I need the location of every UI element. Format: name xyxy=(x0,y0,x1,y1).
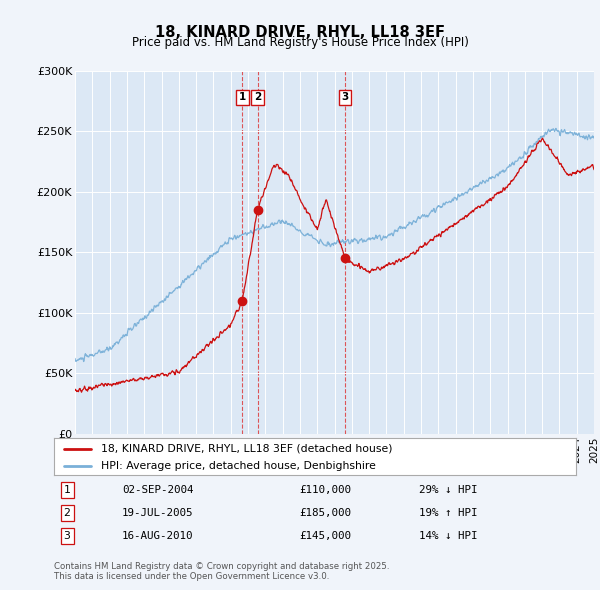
Text: 3: 3 xyxy=(341,93,349,103)
Text: 14% ↓ HPI: 14% ↓ HPI xyxy=(419,531,478,541)
Text: 19% ↑ HPI: 19% ↑ HPI xyxy=(419,508,478,518)
Text: 2: 2 xyxy=(64,508,70,518)
Text: HPI: Average price, detached house, Denbighshire: HPI: Average price, detached house, Denb… xyxy=(101,461,376,471)
Text: 02-SEP-2004: 02-SEP-2004 xyxy=(122,485,193,495)
Text: £145,000: £145,000 xyxy=(299,531,352,541)
Text: 29% ↓ HPI: 29% ↓ HPI xyxy=(419,485,478,495)
Text: 1: 1 xyxy=(64,485,70,495)
Text: £110,000: £110,000 xyxy=(299,485,352,495)
Text: 19-JUL-2005: 19-JUL-2005 xyxy=(122,508,193,518)
Text: 3: 3 xyxy=(64,531,70,541)
Text: 2: 2 xyxy=(254,93,261,103)
Text: 16-AUG-2010: 16-AUG-2010 xyxy=(122,531,193,541)
Text: £185,000: £185,000 xyxy=(299,508,352,518)
Text: Contains HM Land Registry data © Crown copyright and database right 2025.
This d: Contains HM Land Registry data © Crown c… xyxy=(54,562,389,581)
Text: 1: 1 xyxy=(239,93,246,103)
Text: 18, KINARD DRIVE, RHYL, LL18 3EF: 18, KINARD DRIVE, RHYL, LL18 3EF xyxy=(155,25,445,40)
Text: 18, KINARD DRIVE, RHYL, LL18 3EF (detached house): 18, KINARD DRIVE, RHYL, LL18 3EF (detach… xyxy=(101,444,392,454)
Text: Price paid vs. HM Land Registry's House Price Index (HPI): Price paid vs. HM Land Registry's House … xyxy=(131,36,469,49)
